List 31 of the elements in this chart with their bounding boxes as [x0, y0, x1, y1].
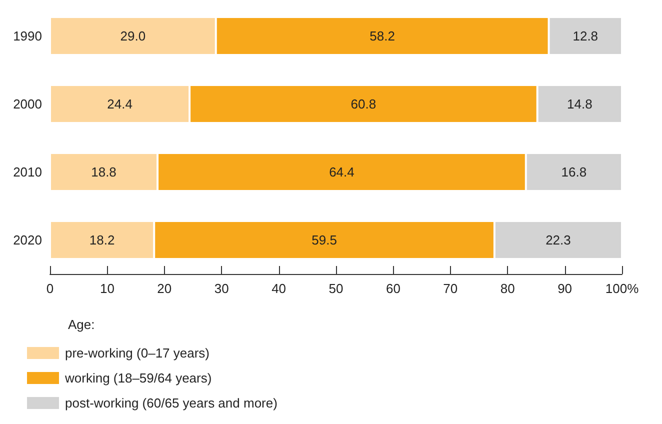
x-tick-label: 90 [558, 281, 572, 296]
data-label: 18.2 [89, 232, 115, 248]
data-label: 12.8 [572, 28, 598, 44]
legend-title: Age: [68, 317, 95, 332]
x-tick-label: 0 [46, 281, 54, 296]
x-tick-label: 30 [214, 281, 229, 296]
data-label: 14.8 [567, 96, 592, 112]
data-label: 22.3 [546, 232, 571, 248]
data-label: 16.8 [561, 164, 587, 180]
x-tick-label: 20 [157, 281, 172, 296]
x-tick-label: 10 [100, 281, 114, 296]
y-tick-label: 1990 [13, 28, 42, 44]
data-label: 59.5 [312, 232, 337, 248]
x-tick-label: 40 [272, 281, 286, 296]
y-tick-label: 2000 [13, 96, 42, 112]
data-label: 58.2 [370, 28, 395, 44]
x-tick-label: 60 [386, 281, 400, 296]
x-tick-label: 100% [605, 281, 640, 296]
y-tick-label: 2010 [13, 164, 42, 180]
x-tick-label: 50 [328, 281, 344, 296]
x-tick-label: 70 [443, 281, 458, 296]
data-label: 24.4 [107, 96, 132, 112]
data-label: 29.0 [120, 28, 146, 44]
data-label: 64.4 [329, 164, 354, 180]
data-label: 18.8 [91, 164, 116, 180]
legend-label: working (18–59/64 years) [64, 370, 212, 386]
x-tick-label: 80 [500, 281, 515, 296]
legend-label: pre-working (0–17 years) [65, 346, 210, 360]
legend-label: post-working (60/65 years and more) [65, 396, 278, 410]
data-label: 60.8 [350, 96, 376, 112]
y-tick-label: 2020 [13, 232, 42, 248]
